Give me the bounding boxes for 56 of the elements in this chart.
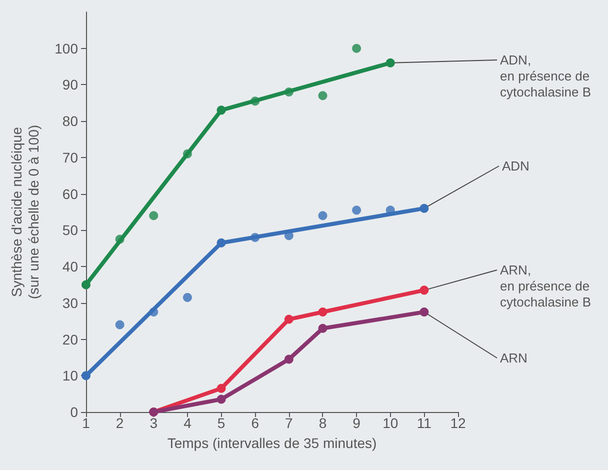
point xyxy=(115,320,124,330)
y-tick-label: 50 xyxy=(62,222,78,238)
point xyxy=(250,232,260,242)
point xyxy=(318,211,328,220)
point xyxy=(420,308,429,316)
y-tick-label: 10 xyxy=(62,368,78,384)
point xyxy=(216,238,226,248)
x-tick-label: 12 xyxy=(450,415,466,431)
point xyxy=(182,292,192,302)
x-tick-label: 8 xyxy=(318,415,327,431)
point xyxy=(318,308,328,316)
x-tick-label: 11 xyxy=(416,415,432,431)
point xyxy=(284,354,294,364)
y-tick-label: 20 xyxy=(62,331,78,348)
x-tick-label: 10 xyxy=(382,415,398,431)
y-tick-label: 0 xyxy=(70,404,78,420)
point xyxy=(284,88,294,96)
text: ADN, en présence de cytochalasine B xyxy=(500,52,592,100)
point xyxy=(352,206,362,215)
y-tick-label: 40 xyxy=(62,258,78,275)
point xyxy=(420,286,429,295)
point xyxy=(115,234,124,244)
x-tick-label: 7 xyxy=(285,415,294,431)
point xyxy=(216,394,226,404)
point xyxy=(284,314,294,324)
point xyxy=(420,204,429,213)
x-tick-label: 9 xyxy=(352,415,361,431)
y-tick-label: 90 xyxy=(62,76,78,93)
point xyxy=(82,371,90,380)
point xyxy=(386,58,395,68)
y-tick-label: 60 xyxy=(62,186,78,202)
x-tick-label: 5 xyxy=(217,415,226,431)
y-tick-label: 100 xyxy=(54,40,78,56)
text: ARN xyxy=(500,350,528,366)
point xyxy=(318,91,328,100)
point xyxy=(82,280,90,290)
point xyxy=(352,44,362,53)
point xyxy=(250,96,260,106)
x-tick-label: 6 xyxy=(251,415,260,431)
x-tick-label: 4 xyxy=(184,415,192,431)
point xyxy=(216,384,226,393)
point xyxy=(149,308,158,316)
y-tick-label: 80 xyxy=(62,113,78,130)
point xyxy=(182,149,192,158)
y-tick-label: 30 xyxy=(62,294,78,311)
x-tick-label: 3 xyxy=(150,415,158,431)
point xyxy=(318,324,328,333)
x-tick-label: 1 xyxy=(82,415,90,431)
y-axis-title: Synthèse d'acide nucléique (sur une échelle de 0 à 100) xyxy=(8,124,42,300)
point xyxy=(149,211,158,220)
text: ADN xyxy=(502,158,530,174)
y-tick-label: 70 xyxy=(62,149,78,166)
point xyxy=(216,106,226,115)
x-axis-title: Temps (intervalles de 35 minutes) xyxy=(167,435,377,451)
x-tick-label: 2 xyxy=(116,415,124,431)
text: ARN, en présence de cytochalasine B xyxy=(500,262,592,310)
